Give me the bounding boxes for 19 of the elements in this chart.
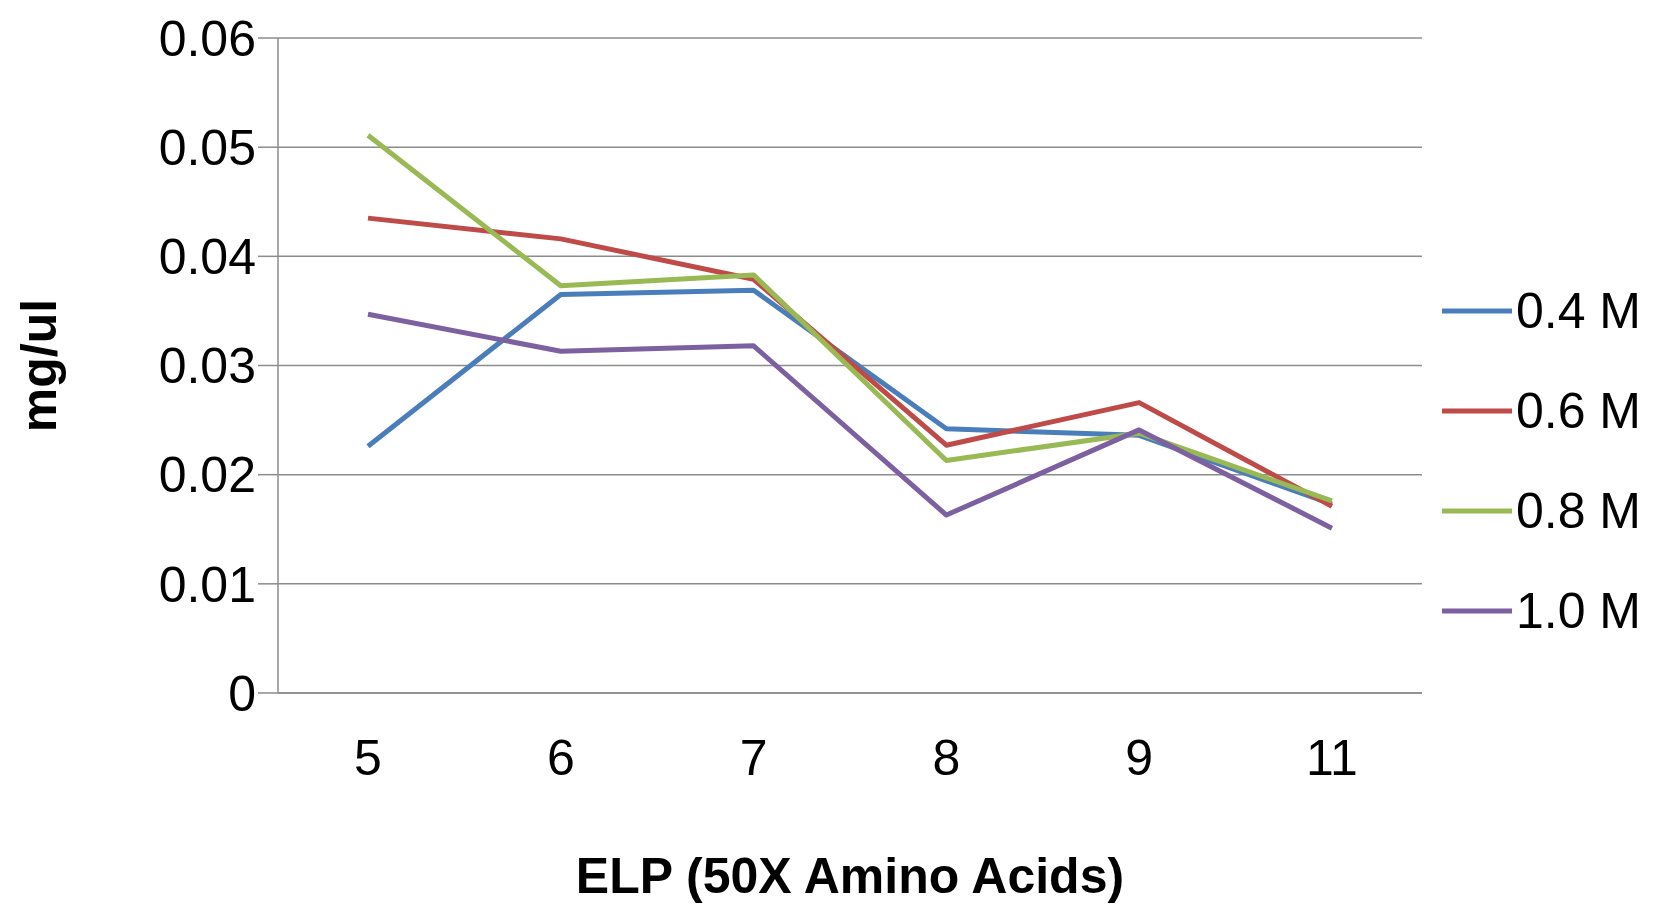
y-tick-label: 0.02 — [158, 447, 256, 504]
legend-label: 0.6 M — [1515, 381, 1641, 440]
x-tick-label: 11 — [1305, 729, 1358, 786]
x-tick-label: 6 — [546, 729, 575, 786]
y-tick-label: 0.06 — [158, 10, 256, 67]
legend-label: 1.0 M — [1515, 581, 1641, 640]
x-tick-label: 5 — [354, 729, 382, 786]
x-tick-label: 9 — [1125, 729, 1154, 786]
y-tick-label: 0.05 — [158, 119, 256, 176]
legend-label: 0.8 M — [1515, 481, 1641, 540]
x-axis-title: ELP (50X Amino Acids) — [575, 848, 1125, 904]
y-tick-label: 0 — [228, 665, 256, 722]
y-tick-label: 0.01 — [158, 556, 256, 613]
y-tick-label: 0.03 — [158, 338, 256, 395]
y-axis-title: mg/ul — [10, 298, 67, 433]
y-tick-label: 0.04 — [158, 229, 256, 286]
x-tick-label: 7 — [739, 729, 768, 786]
x-tick-label: 8 — [932, 729, 961, 786]
legend-label: 0.4 M — [1515, 281, 1641, 340]
